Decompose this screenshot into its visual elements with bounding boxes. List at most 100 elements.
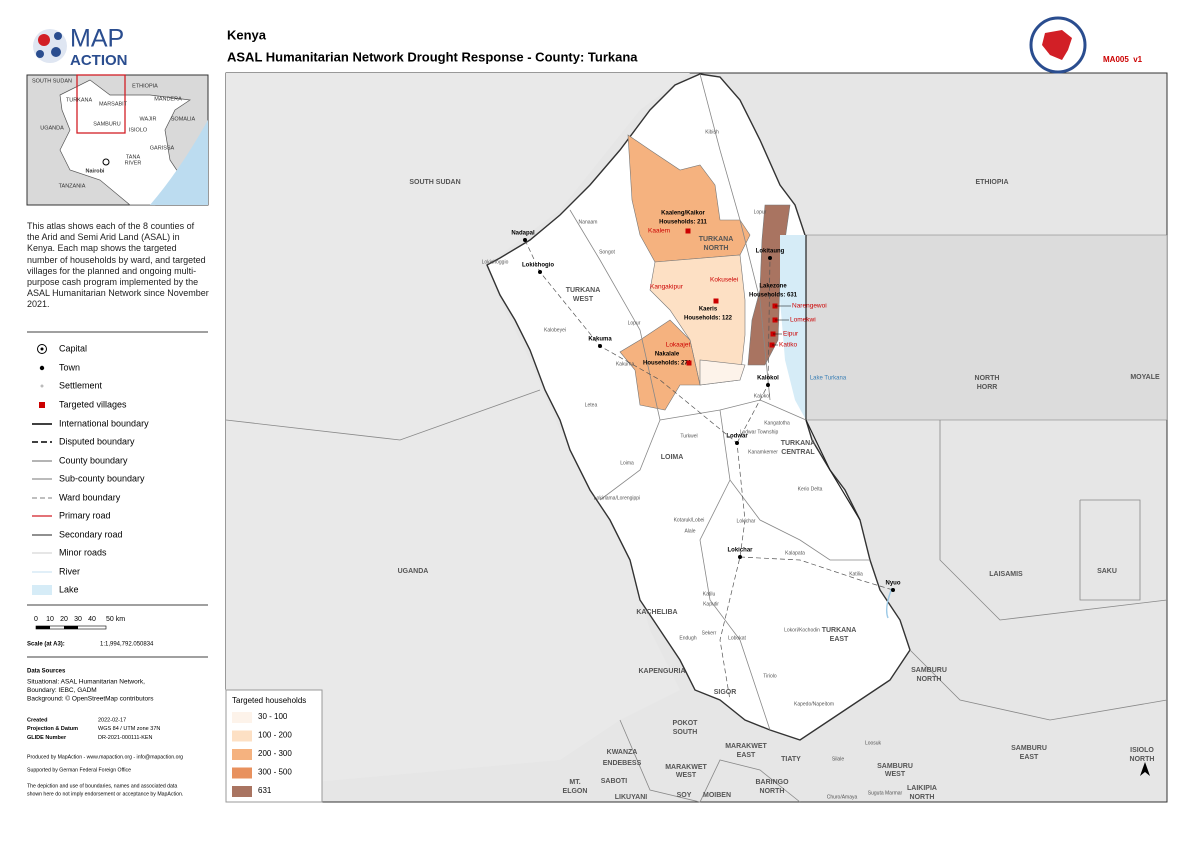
area-label: SAKU xyxy=(1097,568,1117,575)
legend-symbol xyxy=(37,344,47,354)
settlement-label: Lokori/Kochodin xyxy=(784,627,820,633)
description: This atlas shows each of the 8 counties … xyxy=(27,221,209,310)
settlement-label: Silale xyxy=(832,756,844,762)
settlement-label: Kalapata xyxy=(785,550,805,556)
settlement-label: Lodwar Township xyxy=(740,429,779,435)
legend-label: County boundary xyxy=(59,455,128,465)
settlement-label: Lobokat xyxy=(728,635,746,641)
town-label: Nadapal xyxy=(511,231,535,237)
settlement-label: Kotaruk/Lobei xyxy=(674,517,705,523)
inset-label: RIVER xyxy=(125,160,142,166)
ward-label: Kaaleng/Kaikor xyxy=(661,211,705,217)
area-label: HORR xyxy=(977,384,998,391)
legend-swatch xyxy=(232,712,252,723)
area-label: NORTH xyxy=(975,375,1000,382)
ward-label: Nakalale xyxy=(655,352,680,358)
inset-label: MARSABIT xyxy=(99,101,128,107)
legend-label: Secondary road xyxy=(59,529,123,539)
settlement-label: Kanamkemer xyxy=(748,449,778,455)
legend-class: 631 xyxy=(258,786,272,795)
area-label: NORTH xyxy=(760,788,785,795)
area-label: WEST xyxy=(885,771,906,778)
area-label: SAMBURU xyxy=(1011,745,1047,752)
settlement-label: Loima xyxy=(620,460,634,466)
legend-symbol xyxy=(40,347,44,351)
boundary xyxy=(659,399,807,421)
town xyxy=(538,270,542,274)
inset-capital xyxy=(102,158,110,166)
ward-label: Households: 122 xyxy=(684,316,733,322)
boundary xyxy=(699,73,771,401)
scale-tick: 50 km xyxy=(106,616,125,623)
footer-line: Supported by German Federal Foreign Offi… xyxy=(27,767,131,773)
mapaction-globe xyxy=(33,29,67,63)
legend-symbol xyxy=(39,365,45,371)
west-land xyxy=(226,73,690,790)
meta-key: GLIDE Number xyxy=(27,735,67,741)
settlement-label: Kalobeyei xyxy=(544,327,566,333)
area-label: TURKANA xyxy=(822,627,857,634)
area-label: SIGOR xyxy=(714,689,737,696)
settlement-label: Lopur xyxy=(754,209,767,215)
legend-class: 300 - 500 xyxy=(258,768,292,777)
legend-symbol xyxy=(32,585,52,595)
area-label: LIKUYANI xyxy=(615,794,647,801)
meta-value: 2022-02-17 xyxy=(98,717,126,723)
town xyxy=(768,256,772,260)
town xyxy=(598,344,602,348)
boundary xyxy=(225,389,541,441)
sources-line: Background: © OpenStreetMap contributors xyxy=(27,695,154,703)
settlement-label: Kangatotha xyxy=(764,420,790,426)
ward-label: Kaeris xyxy=(699,307,718,313)
area-label: BARINGO xyxy=(755,779,789,786)
boundary xyxy=(939,420,1168,621)
settlement-label: Katilu xyxy=(703,591,716,597)
settlement-label: Lokiriama/Lorengippi xyxy=(594,495,640,501)
settlement-label: Kalokol xyxy=(754,393,770,399)
legend-label: International boundary xyxy=(59,418,149,428)
settlement-label: Songot xyxy=(599,249,615,255)
legend-swatch xyxy=(232,786,252,797)
meta-key: Projection & Datum xyxy=(27,726,78,732)
lake-turkana xyxy=(780,235,806,420)
village-label: Lokaajet xyxy=(666,342,691,349)
scale-value: 1:1,994,792.050834 xyxy=(100,642,154,648)
area-label: SOUTH xyxy=(673,729,698,736)
town-label: Nyuo xyxy=(886,581,901,587)
map-id: MA005 v1 xyxy=(1103,55,1143,64)
village-label: Lomekwi xyxy=(790,317,816,324)
inset-label: UGANDA xyxy=(40,125,64,131)
area-label: NORTH xyxy=(1130,756,1155,763)
logo-text: ACTION xyxy=(70,52,128,69)
settlement-label: Kapedo/Napeitom xyxy=(794,701,834,707)
area-label: ETHIOPIA xyxy=(975,179,1008,186)
settlement-label: Kerio Delta xyxy=(798,486,823,492)
area-label: NORTH xyxy=(917,676,942,683)
town xyxy=(523,238,527,242)
ward-nakalale xyxy=(619,319,701,411)
area-label: LAISAMIS xyxy=(989,571,1023,578)
town-label: Lokichar xyxy=(727,548,753,554)
meta-key: Created xyxy=(27,717,47,723)
settlement-label: Alale xyxy=(684,528,695,534)
logo-text: MAP xyxy=(70,25,124,53)
sub-county-boundaries xyxy=(225,73,1168,803)
area-label: KWANZA xyxy=(607,749,638,756)
settlement-label: Churo/Amaya xyxy=(827,794,858,800)
area-label: MARAKWET xyxy=(665,764,707,771)
town-label: Lodwar xyxy=(726,434,748,440)
ward-label: Households: 271 xyxy=(643,361,692,367)
boundary xyxy=(569,209,661,501)
inset-ocean xyxy=(150,120,208,205)
area-label: MOYALE xyxy=(1130,374,1160,381)
area-label: TURKANA xyxy=(699,236,734,243)
footer-line: shown here do not imply endorsement or a… xyxy=(27,791,183,797)
settlement-label: Lopur xyxy=(628,320,641,326)
inset-label: TANZANIA xyxy=(59,183,86,189)
targeted-village xyxy=(685,228,691,234)
legend-label: Sub-county boundary xyxy=(59,473,145,483)
legend-swatch xyxy=(232,767,252,779)
legend-label: Lake xyxy=(59,584,79,594)
partner-logo xyxy=(1029,16,1087,74)
